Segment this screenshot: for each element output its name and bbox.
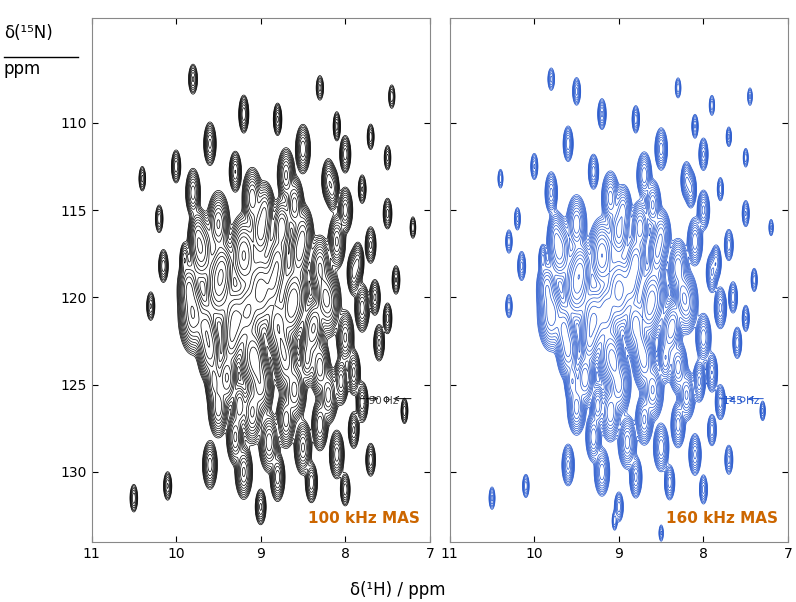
Text: 145 Hz: 145 Hz [723, 396, 759, 406]
Text: ppm: ppm [4, 60, 41, 78]
Text: δ(¹H) / ppm: δ(¹H) / ppm [350, 581, 446, 599]
Text: 100 kHz MAS: 100 kHz MAS [308, 511, 419, 526]
Text: δ(¹⁵N): δ(¹⁵N) [4, 24, 53, 42]
Text: 190 Hz: 190 Hz [362, 396, 399, 406]
Text: 160 kHz MAS: 160 kHz MAS [666, 511, 778, 526]
